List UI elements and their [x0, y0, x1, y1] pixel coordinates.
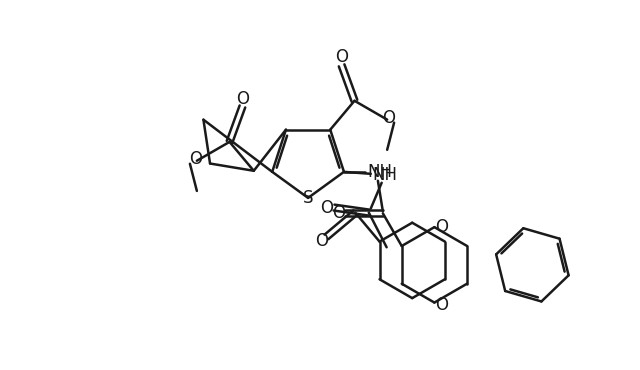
Text: O: O [435, 218, 448, 236]
Text: O: O [381, 109, 395, 127]
Text: O: O [236, 90, 249, 108]
Text: O: O [189, 150, 202, 168]
Text: O: O [335, 48, 348, 66]
Text: O: O [321, 199, 333, 216]
Text: O: O [435, 296, 448, 313]
Text: NH: NH [367, 163, 392, 181]
Text: NH: NH [372, 166, 397, 184]
Text: O: O [315, 232, 328, 250]
Text: S: S [303, 189, 314, 207]
Text: O: O [332, 204, 345, 222]
